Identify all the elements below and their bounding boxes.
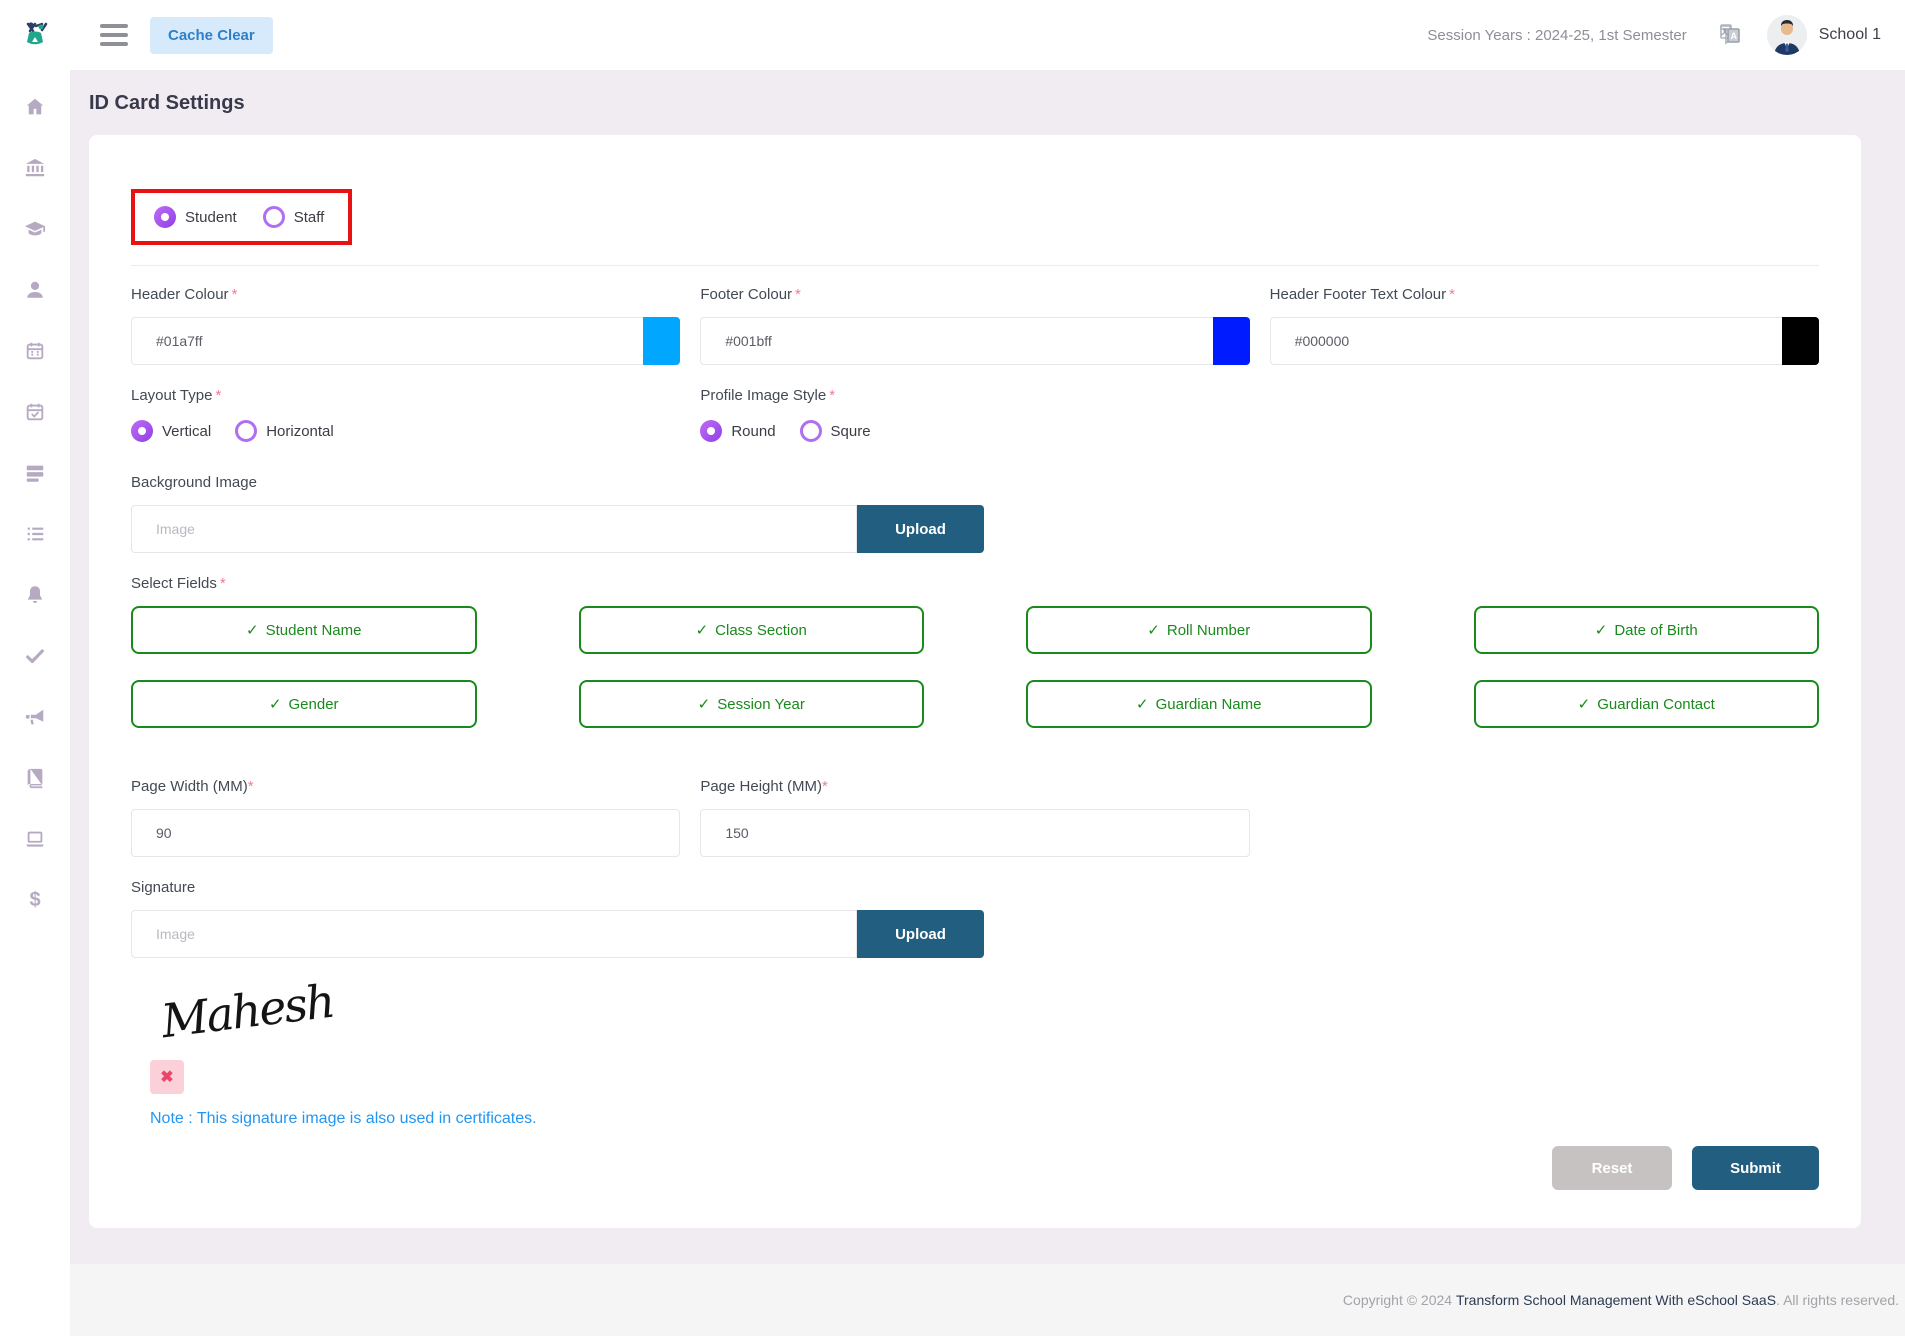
logo-icon <box>26 22 48 45</box>
user-avatar[interactable] <box>1766 15 1807 55</box>
submit-button[interactable]: Submit <box>1692 1146 1819 1190</box>
type-radio-staff[interactable]: Staff <box>262 206 324 228</box>
radio-selected-icon <box>700 420 723 442</box>
brand-link[interactable]: Transform School Management With eSchool… <box>1455 1292 1777 1308</box>
background-image-label: Background Image <box>131 474 257 491</box>
signature-upload-group: Upload <box>131 910 984 958</box>
field-chip-session-year[interactable]: ✓ Session Year <box>578 680 924 728</box>
form-actions: Reset Submit <box>131 1146 1819 1190</box>
signature-label: Signature <box>131 879 196 896</box>
layout-style-row: Layout Type * Vertical Horizontal <box>131 387 1819 442</box>
svg-text:A: A <box>1730 31 1737 41</box>
signature-image: Mahesh <box>158 973 337 1049</box>
dollar-icon[interactable]: $ <box>29 888 41 911</box>
user-icon[interactable] <box>24 279 46 301</box>
institution-icon[interactable] <box>24 157 46 179</box>
header-colour-field: Header Colour * <box>131 286 681 365</box>
content-area: ID Card Settings Student Staff <box>70 70 1905 1264</box>
select-fields-grid: ✓ Student Name ✓ Class Section ✓ Roll Numbe… <box>131 606 1819 728</box>
book-icon[interactable] <box>24 767 46 789</box>
header-footer-text-colour-swatch[interactable] <box>1781 317 1819 365</box>
colour-fields-row: Header Colour* Footer Colour* <box>131 286 1819 365</box>
section-divider <box>131 265 1819 266</box>
signature-note: Note : This signature image is also used… <box>150 1110 537 1127</box>
header-colour-label: Header Colour * <box>131 286 238 303</box>
page-title: ID Card Settings <box>89 92 245 114</box>
field-chip-guardian-name[interactable]: ✓ Guardian Name <box>1026 680 1372 728</box>
background-image-upload-button[interactable]: Upload <box>857 505 984 553</box>
page-height-input[interactable] <box>700 809 1250 857</box>
server-icon[interactable] <box>24 462 46 484</box>
calendar-check-icon[interactable] <box>24 401 46 423</box>
topbar: Cache Clear Session Years : 2024-25, 1st… <box>70 0 1905 70</box>
page-width-label: Page Width (MM)* <box>131 778 254 795</box>
background-image-input[interactable] <box>131 505 857 553</box>
footer-colour-label: Footer Colour * <box>700 286 801 303</box>
copyright-text: Copyright © 2024 Transform School Manage… <box>1342 1292 1899 1308</box>
background-image-upload-group: Upload <box>131 505 984 553</box>
calendar-icon[interactable] <box>24 340 46 362</box>
topbar-right: Session Years : 2024-25, 1st Semester A <box>1427 15 1881 55</box>
layout-radio-vertical[interactable]: Vertical <box>131 420 211 442</box>
field-chip-guardian-contact[interactable]: ✓ Guardian Contact <box>1473 680 1819 728</box>
radio-selected-icon <box>131 420 153 442</box>
field-chip-class-section[interactable]: ✓ Class Section <box>578 606 924 654</box>
radio-selected-icon <box>154 206 176 228</box>
laptop-icon[interactable] <box>24 828 46 850</box>
page-height-field: Page Height (MM)* <box>700 778 1250 857</box>
field-chip-gender[interactable]: ✓ Gender <box>131 680 477 728</box>
page-height-label: Page Height (MM)* <box>700 778 828 795</box>
bell-icon[interactable] <box>24 584 46 606</box>
radio-unselected-icon <box>235 420 258 442</box>
header-footer-text-colour-label: Header Footer Text Colour * <box>1269 286 1455 303</box>
field-chip-date-of-birth[interactable]: ✓ Date of Birth <box>1473 606 1819 654</box>
layout-type-label: Layout Type * <box>131 387 222 404</box>
sidebar-nav: $ <box>24 70 46 911</box>
app-logo[interactable] <box>0 0 70 70</box>
field-chip-roll-number[interactable]: ✓ Roll Number <box>1026 606 1372 654</box>
header-footer-text-colour-input[interactable] <box>1269 317 1819 365</box>
layout-type-field: Layout Type * Vertical Horizontal <box>131 387 680 442</box>
check-icon[interactable] <box>24 645 46 667</box>
megaphone-icon[interactable] <box>24 706 46 728</box>
page-width-input[interactable] <box>131 809 681 857</box>
header-colour-input[interactable] <box>131 317 681 365</box>
field-chip-student-name[interactable]: ✓ Student Name <box>131 606 477 654</box>
page-dimensions-row: Page Width (MM)* Page Height (MM)* <box>131 778 1819 857</box>
profile-image-style-label: Profile Image Style * <box>700 387 836 404</box>
footer-colour-field: Footer Colour * <box>700 286 1250 365</box>
select-fields-label: Select Fields * <box>131 575 226 592</box>
footer-colour-swatch[interactable] <box>1212 317 1250 365</box>
header-colour-swatch[interactable] <box>643 317 681 365</box>
signature-input[interactable] <box>131 910 857 958</box>
home-icon[interactable] <box>24 96 46 118</box>
annotation-box: Student Staff <box>131 189 353 245</box>
radio-unselected-icon <box>262 206 285 228</box>
style-radio-round[interactable]: Round <box>700 420 776 442</box>
session-years-label: Session Years : 2024-25, 1st Semester <box>1427 26 1687 44</box>
school-name-label[interactable]: School 1 <box>1818 26 1881 43</box>
remove-signature-button[interactable]: ✖ <box>150 1060 184 1094</box>
close-icon: ✖ <box>160 1069 174 1086</box>
header-footer-text-colour-field: Header Footer Text Colour * <box>1269 286 1819 365</box>
sidebar: $ <box>0 0 70 1336</box>
cache-clear-button[interactable]: Cache Clear <box>150 16 273 54</box>
signature-upload-button[interactable]: Upload <box>857 910 984 958</box>
type-radio-student[interactable]: Student <box>154 206 237 228</box>
translate-icon[interactable]: A <box>1715 20 1745 50</box>
list-icon[interactable] <box>24 523 46 545</box>
radio-unselected-icon <box>799 420 822 442</box>
style-radio-squre[interactable]: Squre <box>799 420 871 442</box>
layout-radio-horizontal[interactable]: Horizontal <box>235 420 334 442</box>
id-card-settings-card: Student Staff Header Colour * <box>89 135 1861 1228</box>
profile-image-style-field: Profile Image Style * Round Squre <box>700 387 1249 442</box>
graduation-cap-icon[interactable] <box>24 218 46 240</box>
page-width-field: Page Width (MM)* <box>131 778 681 857</box>
reset-button[interactable]: Reset <box>1552 1146 1672 1190</box>
main-column: Cache Clear Session Years : 2024-25, 1st… <box>70 0 1905 1336</box>
footer-colour-input[interactable] <box>700 317 1250 365</box>
hamburger-menu-icon[interactable] <box>100 24 128 46</box>
page-footer: Copyright © 2024 Transform School Manage… <box>70 1264 1905 1336</box>
